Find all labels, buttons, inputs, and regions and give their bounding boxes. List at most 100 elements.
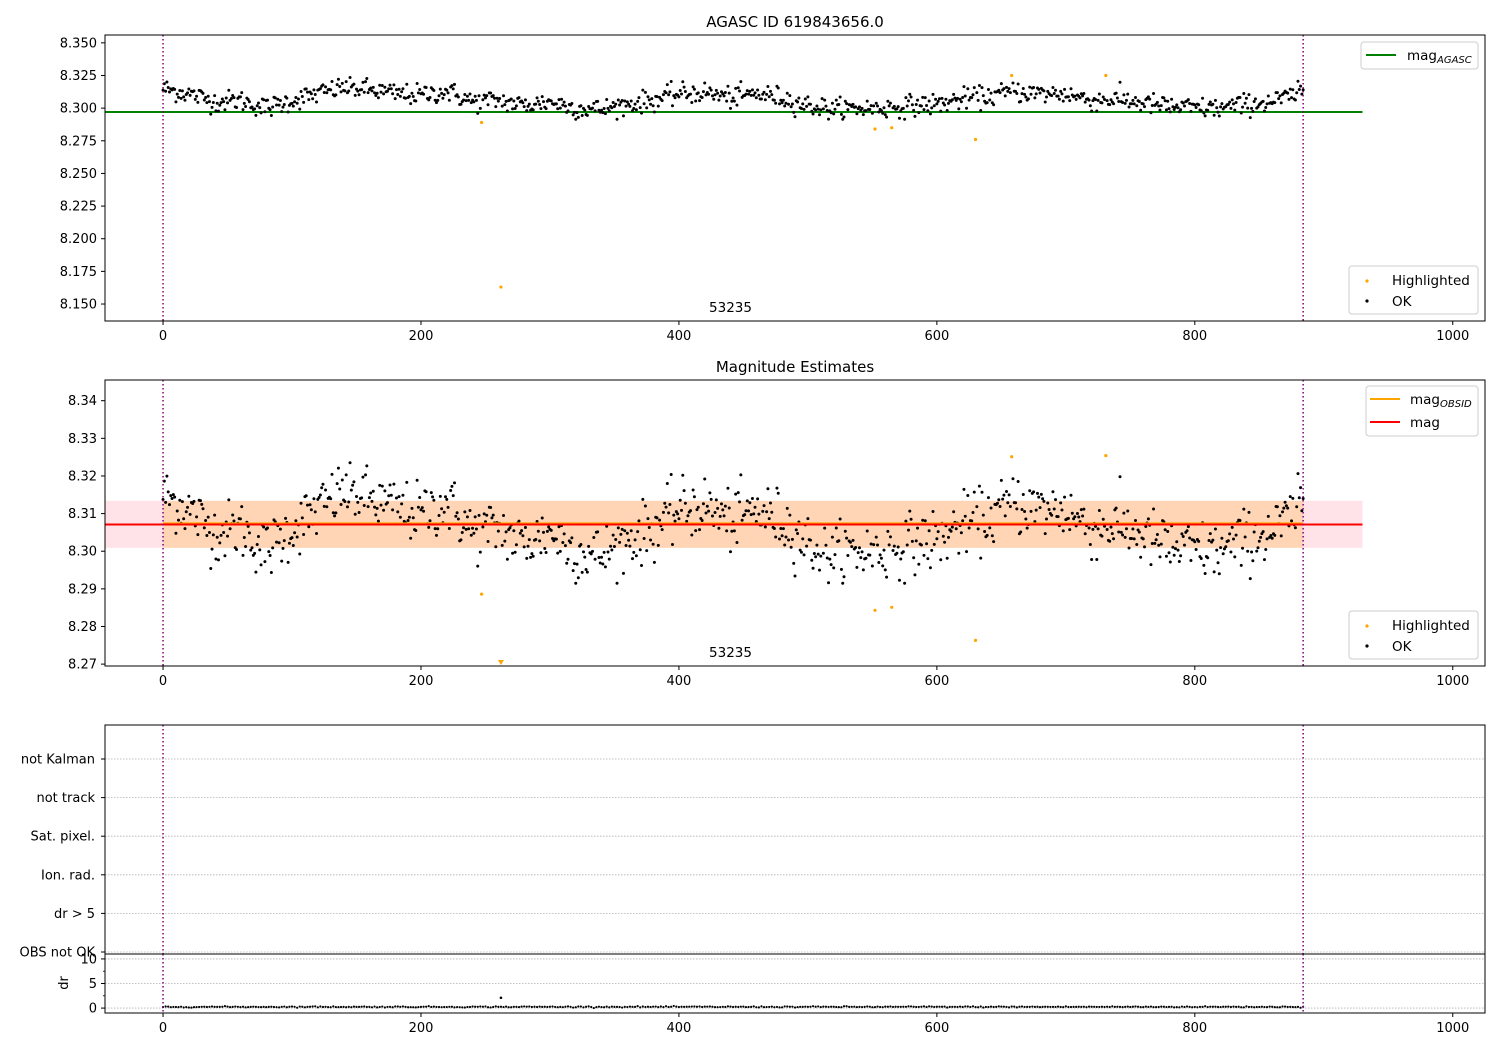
ok-point (766, 84, 770, 88)
dr-point (332, 1005, 335, 1008)
ok-point (966, 494, 970, 498)
dr-point (979, 1005, 982, 1008)
ok-point (716, 506, 720, 510)
dr-point (463, 1006, 466, 1009)
ok-point (298, 107, 302, 111)
dr-point (866, 1005, 869, 1008)
dr-point (1271, 1005, 1274, 1008)
ok-point (207, 100, 211, 104)
dr-point (1013, 1005, 1016, 1008)
ok-point (640, 564, 644, 568)
ok-point (799, 550, 803, 554)
dr-point (406, 1006, 410, 1009)
ok-point (649, 102, 653, 106)
ok-point (486, 540, 490, 544)
dr-point (984, 1005, 987, 1009)
ok-point (621, 571, 625, 575)
ok-point (373, 505, 377, 509)
ok-point (482, 512, 486, 516)
dr-point (582, 1006, 585, 1009)
ok-point (482, 93, 486, 97)
dr-point (455, 1005, 459, 1009)
ok-point (778, 102, 782, 106)
ok-point (698, 528, 702, 532)
ok-point (673, 96, 677, 100)
ok-point (727, 91, 731, 95)
highlighted-point (973, 137, 978, 142)
ok-point (1194, 548, 1198, 552)
ok-point (1277, 97, 1281, 101)
ok-point (539, 107, 543, 111)
ok-point (481, 98, 485, 102)
ok-point (1016, 480, 1020, 484)
dr-point (806, 1005, 809, 1008)
ok-point (1042, 89, 1046, 93)
ok-point (1232, 102, 1236, 106)
ok-point (1057, 97, 1061, 101)
ok-point (959, 100, 963, 104)
ok-point (692, 87, 696, 91)
dr-point (471, 1005, 474, 1008)
ok-point (1118, 475, 1122, 479)
dr-point (881, 1006, 884, 1009)
ok-point (340, 478, 344, 482)
ok-point (957, 551, 961, 555)
ok-point (869, 542, 873, 546)
ok-point (669, 472, 673, 476)
ok-point (806, 95, 810, 99)
ok-point (735, 103, 739, 107)
ok-point (792, 110, 796, 114)
ok-point (1006, 89, 1010, 93)
ok-point (535, 96, 539, 100)
ok-point (935, 537, 939, 541)
ok-point (312, 88, 316, 92)
ok-point (926, 109, 930, 113)
ok-point (976, 98, 980, 102)
ok-point (427, 98, 431, 102)
y-tick-label: 8.34 (68, 394, 97, 409)
ok-point (431, 495, 435, 499)
ok-point (664, 91, 668, 95)
ok-point (1090, 557, 1094, 561)
ok-point (725, 99, 729, 103)
ok-point (571, 113, 575, 117)
ok-point (814, 555, 818, 559)
ok-point (912, 108, 916, 112)
ok-point (1295, 91, 1299, 95)
ok-point (950, 525, 954, 529)
ok-point (391, 92, 395, 96)
ok-point (1100, 534, 1104, 538)
dr-point (492, 1005, 495, 1009)
ok-point (810, 558, 814, 562)
ok-point (628, 104, 632, 108)
ok-point (655, 516, 659, 520)
ok-point (468, 92, 472, 96)
dr-point (613, 1005, 616, 1008)
ok-point (570, 536, 574, 540)
ok-point (970, 96, 974, 100)
ok-point (610, 106, 614, 110)
ok-point (371, 489, 375, 493)
ok-point (883, 568, 887, 572)
dr-point (231, 1005, 234, 1009)
x-tick-label: 400 (667, 1021, 692, 1036)
ok-point (931, 92, 935, 96)
ok-point (207, 531, 211, 535)
dr-point (708, 1005, 711, 1008)
dr-point (226, 1005, 229, 1008)
agasc-legend-lines: magAGASC (1360, 41, 1479, 70)
ok-point (174, 531, 178, 535)
dr-point (626, 1005, 629, 1009)
ok-point (269, 114, 273, 118)
ok-point (753, 91, 757, 95)
dr-point (876, 1005, 879, 1008)
dr-point (293, 1005, 296, 1008)
ok-point (860, 550, 864, 554)
ok-point (1003, 94, 1007, 98)
ok-point (716, 91, 720, 95)
dr-point (1023, 1005, 1026, 1009)
ok-point (514, 104, 518, 108)
ok-point (518, 531, 522, 535)
ok-point (250, 105, 254, 109)
ok-point (1016, 82, 1020, 86)
